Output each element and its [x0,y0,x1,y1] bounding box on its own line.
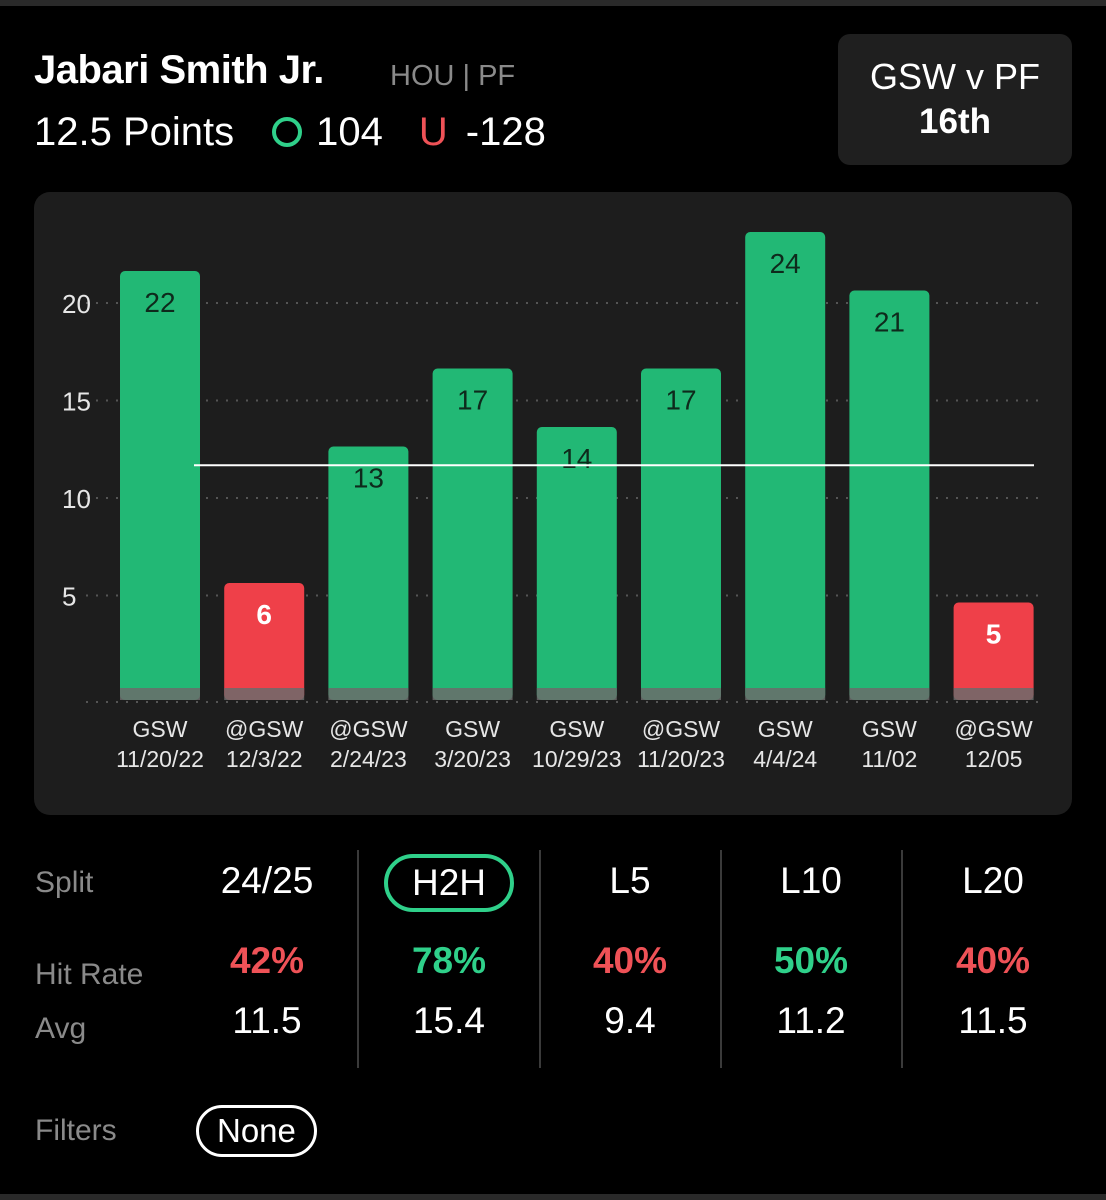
bar-base [641,688,721,700]
bar-value-label: 21 [874,307,905,338]
under-odds[interactable]: -128 [465,109,546,154]
avg-value: 11.5 [958,1000,1028,1041]
split-tab[interactable]: L5 [540,850,720,912]
bar-value-label: 6 [256,599,272,630]
y-tick-label: 15 [62,387,91,417]
split-tab-label: H2H [383,854,515,912]
bar-value-label: 13 [353,463,384,494]
bottom-divider [0,1194,1106,1200]
matchup-rank: 16th [919,102,991,141]
split-tab-label: 24/25 [220,860,314,901]
y-tick-label: 20 [62,289,91,319]
filters-button[interactable]: None [196,1105,317,1157]
split-tab[interactable]: H2H [359,850,539,912]
split-column-l5[interactable]: L5 40% 9.4 [540,850,720,1042]
hit-rate-row-label: Hit Rate [35,958,144,991]
bar-base [328,688,409,700]
x-tick-date: 3/20/23 [434,746,511,772]
column-divider [539,850,541,1068]
bar-base [953,688,1034,700]
split-column-24-25[interactable]: 24/25 42% 11.5 [177,850,357,1042]
bar [953,602,1034,700]
bar [432,368,513,700]
prop-line-row: 12.5 Points 104 U -128 [34,108,546,156]
x-tick-date: 2/24/23 [330,746,407,772]
y-tick-label: 10 [62,484,91,514]
bar-base [849,688,930,700]
avg-value: 15.4 [412,1000,485,1041]
split-tab-label: L10 [780,860,842,901]
bar-value-label: 17 [457,385,488,416]
avg-value: 11.2 [776,1000,846,1041]
under-icon: U [418,109,448,154]
bar-chart: 5 10 15 20 22 GSW 11/20/22 6 @GSW 12/3/22 13 @GSW 2/… [62,232,1038,772]
player-name: Jabari Smith Jr. [34,48,324,92]
x-tick-date: 12/3/22 [226,746,303,772]
avg-row-label: Avg [35,1012,87,1045]
bar [641,368,721,700]
x-tick-opponent: GSW [862,716,917,742]
matchup-card[interactable]: GSW v PF 16th [838,34,1072,165]
matchup-title: GSW v PF [870,56,1040,97]
hit-rate-value: 78% [411,940,487,981]
y-tick-label: 5 [62,582,76,612]
bar-base [536,688,617,700]
column-divider [901,850,903,1068]
split-tab[interactable]: L20 [903,850,1083,912]
x-tick-date: 12/05 [965,746,1023,772]
bar-chart-panel: 5 10 15 20 22 GSW 11/20/22 6 @GSW 12/3/22 13 @GSW 2/… [34,192,1072,815]
bar-base [224,688,305,700]
prop-line: 12.5 Points [34,109,235,154]
avg-value: 9.4 [604,1000,656,1041]
hit-rate-value: 40% [592,940,668,981]
split-tab[interactable]: L10 [721,850,901,912]
split-row-label: Split [35,866,94,899]
bar [536,427,617,700]
bar-value-label: 5 [986,619,1002,650]
bar [849,290,930,700]
avg-value: 11.5 [232,1000,302,1041]
bar-base [120,688,200,700]
x-tick-date: 11/02 [861,746,917,772]
x-tick-date: 10/29/23 [532,746,622,772]
splits-table: Split Hit Rate Avg [0,840,1106,1080]
x-tick-opponent: @GSW [642,716,721,742]
bar [224,583,305,700]
split-column-l20[interactable]: L20 40% 11.5 [903,850,1083,1042]
bar-base [745,688,826,700]
hit-rate-value: 42% [229,940,305,981]
bar-value-label: 14 [561,443,592,474]
x-tick-date: 4/4/24 [753,746,817,772]
column-divider [357,850,359,1068]
x-tick-opponent: GSW [133,716,188,742]
team-position: HOU | PF [390,60,516,92]
x-tick-opponent: GSW [445,716,500,742]
bar [328,446,409,700]
bar [120,271,200,700]
x-tick-opponent: @GSW [329,716,408,742]
x-tick-date: 11/20/22 [116,746,204,772]
x-tick-opponent: @GSW [954,716,1033,742]
split-tab-label: L20 [962,860,1024,901]
hit-rate-value: 50% [773,940,849,981]
split-tab-label: L5 [609,860,651,901]
split-column-l10[interactable]: L10 50% 11.2 [721,850,901,1042]
x-tick-opponent: @GSW [225,716,304,742]
bar-value-label: 17 [665,385,696,416]
filters-label: Filters [35,1114,117,1147]
bar-base [432,688,513,700]
hit-rate-value: 40% [955,940,1031,981]
x-tick-opponent: GSW [549,716,604,742]
column-divider [720,850,722,1068]
split-column-h2h[interactable]: H2H 78% 15.4 [359,850,539,1042]
over-odds[interactable]: 104 [316,109,383,154]
split-tab[interactable]: 24/25 [177,850,357,912]
top-divider [0,0,1106,6]
bar-value-label: 22 [144,287,175,318]
x-tick-opponent: GSW [758,716,813,742]
x-tick-date: 11/20/23 [637,746,725,772]
over-icon [272,117,303,147]
bar-value-label: 24 [770,248,801,279]
